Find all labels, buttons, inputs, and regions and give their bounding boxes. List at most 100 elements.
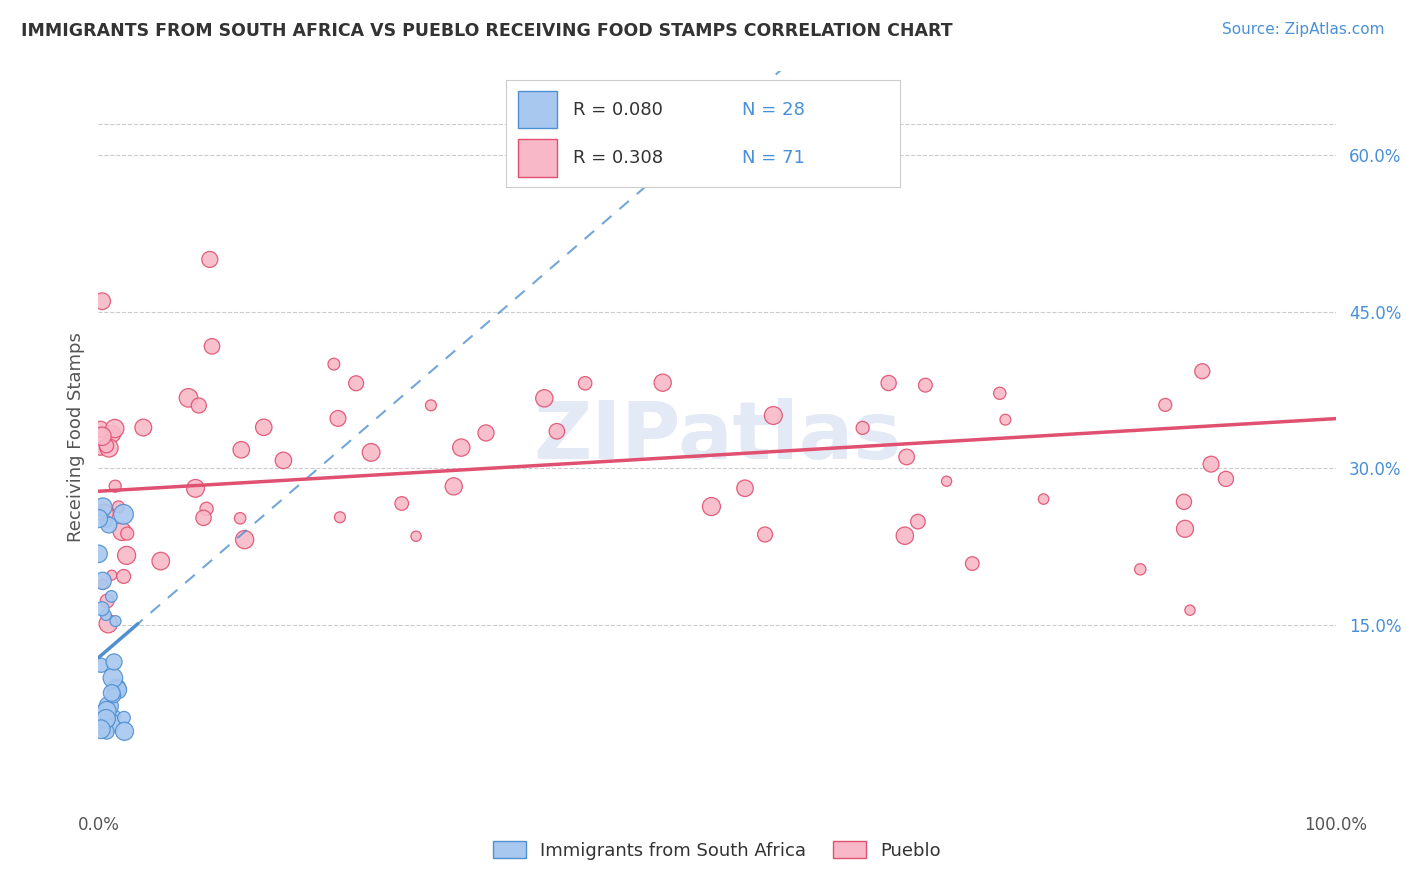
Point [104, 708, 127, 723]
Text: N = 28: N = 28 [742, 101, 806, 119]
Point [754, 527, 776, 541]
Text: IMMIGRANTS FROM SOUTH AFRICA VS PUEBLO RECEIVING FOOD STAMPS CORRELATION CHART: IMMIGRANTS FROM SOUTH AFRICA VS PUEBLO R… [21, 22, 953, 40]
Point [852, 421, 875, 435]
Point [93, 506, 115, 520]
Point [101, 671, 124, 685]
Point [103, 689, 125, 703]
Point [90, 422, 112, 436]
Point [91, 577, 114, 591]
Point [177, 391, 200, 405]
Y-axis label: Receiving Food Stamps: Receiving Food Stamps [66, 332, 84, 542]
Point [97, 616, 120, 631]
Point [104, 479, 127, 493]
Point [112, 569, 135, 583]
Point [962, 557, 984, 571]
Point [420, 398, 443, 412]
Point [117, 526, 139, 541]
Point [91, 429, 114, 443]
Legend: Immigrants from South Africa, Pueblo: Immigrants from South Africa, Pueblo [486, 834, 948, 867]
Point [94, 608, 117, 623]
FancyBboxPatch shape [517, 139, 557, 177]
Point [112, 711, 135, 725]
Point [184, 482, 207, 496]
Point [546, 424, 568, 438]
Point [201, 339, 224, 353]
Point [96, 724, 118, 739]
Point [935, 474, 957, 488]
Point [87, 511, 110, 525]
Point [114, 724, 136, 739]
FancyBboxPatch shape [517, 91, 557, 128]
Point [651, 376, 673, 390]
Point [195, 501, 218, 516]
Point [101, 426, 124, 441]
Point [896, 450, 918, 464]
Point [100, 686, 122, 700]
Point [91, 294, 114, 309]
Point [574, 376, 596, 391]
Point [96, 515, 118, 529]
Point [273, 453, 295, 467]
Point [96, 704, 118, 718]
Point [111, 524, 134, 539]
Point [391, 496, 413, 510]
Point [90, 658, 112, 673]
Point [914, 378, 936, 392]
Point [253, 420, 276, 434]
Point [994, 412, 1017, 426]
Point [877, 376, 900, 390]
Point [104, 421, 127, 435]
Point [91, 601, 114, 615]
Point [229, 511, 252, 525]
Point [96, 439, 118, 453]
Point [96, 594, 118, 608]
Point [475, 425, 498, 440]
Point [101, 568, 124, 582]
Point [1199, 457, 1222, 471]
Point [107, 500, 129, 514]
Point [533, 392, 555, 406]
Point [700, 500, 723, 514]
Point [132, 420, 155, 434]
Point [1129, 562, 1152, 576]
Point [115, 549, 138, 563]
Point [1154, 398, 1177, 412]
Point [97, 518, 120, 533]
Point [988, 386, 1011, 401]
Text: N = 71: N = 71 [742, 149, 806, 167]
Point [326, 411, 349, 425]
Point [907, 515, 929, 529]
Text: R = 0.308: R = 0.308 [574, 149, 664, 167]
Point [322, 357, 344, 371]
Point [90, 723, 112, 737]
Point [104, 614, 127, 628]
Point [97, 715, 120, 730]
Point [105, 681, 128, 695]
Point [443, 479, 465, 493]
Point [94, 712, 117, 726]
Point [98, 716, 121, 731]
Point [233, 533, 256, 547]
Point [91, 574, 114, 588]
Point [91, 500, 114, 514]
Point [231, 442, 253, 457]
Point [1191, 364, 1213, 378]
Point [149, 554, 172, 568]
Text: R = 0.080: R = 0.080 [574, 101, 664, 119]
Point [734, 481, 756, 495]
Point [360, 445, 382, 459]
Text: ZIPatlas: ZIPatlas [533, 398, 901, 476]
Point [112, 508, 135, 522]
Point [103, 655, 125, 669]
Point [1032, 491, 1054, 506]
Point [1215, 472, 1237, 486]
Point [187, 399, 209, 413]
Point [98, 441, 121, 455]
Text: Source: ZipAtlas.com: Source: ZipAtlas.com [1222, 22, 1385, 37]
Point [1178, 603, 1201, 617]
Point [1173, 495, 1195, 509]
Point [894, 529, 917, 543]
Point [329, 510, 352, 524]
Point [100, 590, 122, 604]
Point [450, 441, 472, 455]
